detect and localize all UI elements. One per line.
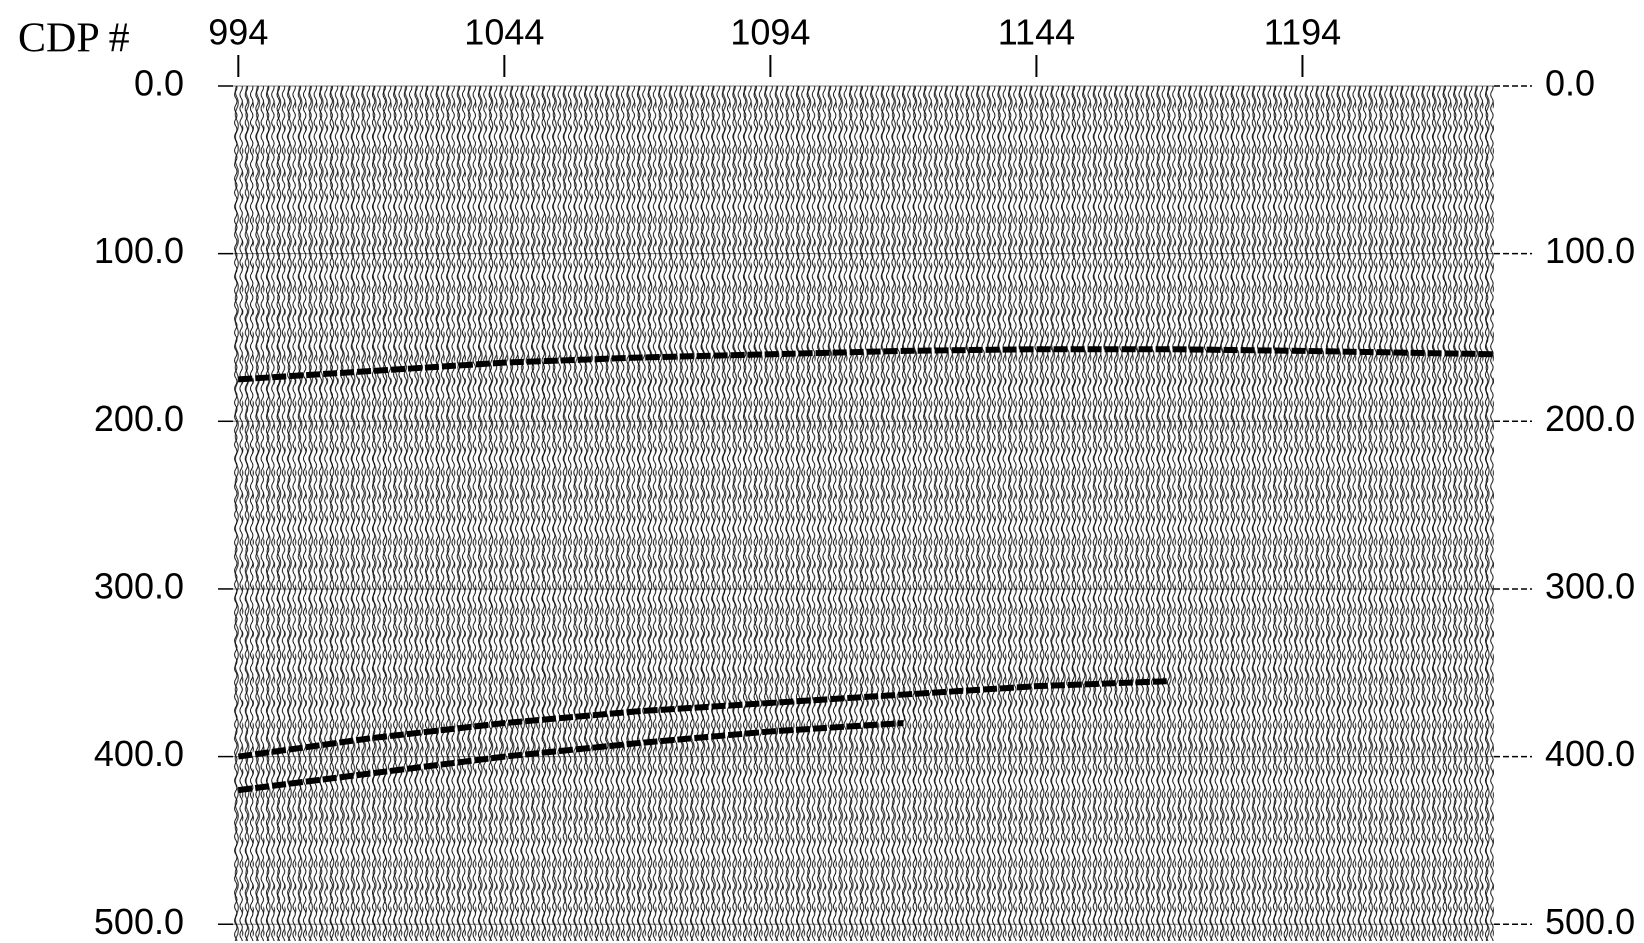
y-tick-label-right: 100.0	[1545, 230, 1635, 271]
x-tick-label: 1044	[464, 12, 544, 53]
y-tick-label: 500.0	[94, 901, 184, 942]
x-tick-label: 1094	[730, 12, 810, 53]
reflector	[238, 346, 1495, 383]
y-tick-label-right: 200.0	[1545, 398, 1635, 439]
y-tick-label: 0.0	[134, 63, 184, 104]
y-tick-label: 400.0	[94, 733, 184, 774]
x-tick-label: 994	[208, 12, 268, 53]
x-tick-label: 1144	[998, 12, 1075, 53]
reflector	[237, 678, 1170, 760]
y-tick-label-right: 500.0	[1545, 901, 1635, 942]
y-tick-label: 200.0	[94, 398, 184, 439]
y-tick-label-right: 400.0	[1545, 733, 1635, 774]
y-tick-label-right: 0.0	[1545, 63, 1595, 104]
reflector	[237, 720, 904, 794]
x-tick-label: 1194	[1264, 12, 1341, 53]
y-tick-label: 100.0	[94, 230, 184, 271]
trace-texture	[233, 86, 1494, 941]
y-tick-label-right: 300.0	[1545, 565, 1635, 606]
y-tick-label: 300.0	[94, 565, 184, 606]
x-axis-title: CDP #	[18, 16, 130, 62]
